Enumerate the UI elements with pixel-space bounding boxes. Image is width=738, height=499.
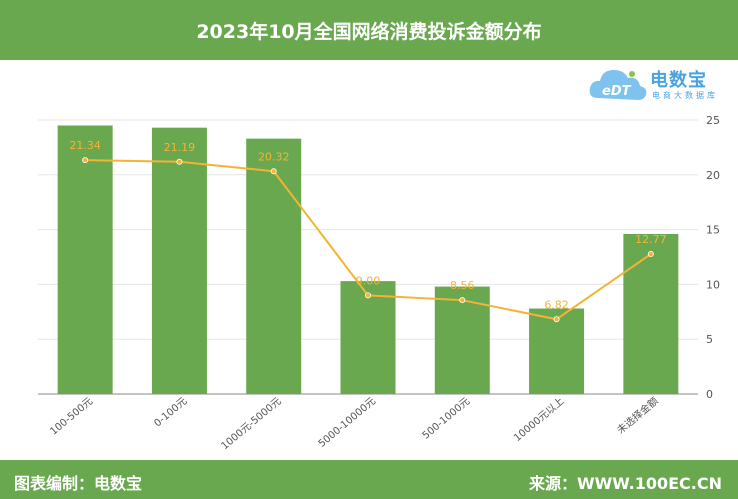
y-axis-ticks: 0 5 10 15 20 25 [706, 114, 720, 401]
x-tick-label: 5000-10000元 [317, 396, 378, 450]
y-tick-label: 0 [706, 388, 713, 401]
svg-text:eDT: eDT [602, 84, 632, 99]
data-label: 21.34 [69, 139, 101, 152]
chart-area: 21.34 21.19 20.32 9.00 8.56 6.82 12.77 0 5 10 15 2… [38, 114, 720, 452]
footer-source: 来源：WWW.100EC.CN [528, 474, 722, 493]
line-point [176, 158, 183, 165]
bars [57, 125, 679, 394]
line-point [647, 251, 654, 258]
bar [246, 138, 302, 394]
cloud-logo-icon: eDT [589, 70, 647, 100]
x-tick-label: 500-1000元 [421, 396, 473, 442]
y-tick-label: 15 [706, 224, 720, 237]
bar [340, 281, 396, 394]
line-point [82, 157, 89, 164]
y-tick-label: 10 [706, 278, 720, 291]
data-label: 20.32 [258, 150, 290, 163]
x-tick-label: 10000元以上 [511, 395, 566, 444]
data-label: 12.77 [635, 233, 667, 246]
bar [151, 127, 207, 394]
gridlines [38, 119, 698, 395]
line-point [553, 316, 560, 323]
footer-credit: 图表编制：电数宝 [14, 474, 143, 493]
x-tick-label: 0-100元 [152, 396, 189, 430]
data-label: 6.82 [544, 298, 569, 311]
x-tick-label: 未选择金额 [614, 394, 661, 436]
logo-subtitle: 电商大数据库 [652, 91, 718, 100]
line-series: 21.34 21.19 20.32 9.00 8.56 6.82 12.77 [69, 139, 667, 323]
x-tick-label: 1000元-5000元 [219, 396, 283, 452]
bar [623, 233, 679, 394]
x-tick-label: 100-500元 [48, 396, 95, 438]
line-point [364, 292, 371, 299]
logo: eDT 电数宝 电商大数据库 [588, 62, 728, 106]
data-label: 9.00 [356, 274, 381, 287]
x-axis-labels: 100-500元 0-100元 1000元-5000元 5000-10000元 500-… [48, 394, 660, 452]
chart-title-bar: 2023年10月全国网络消费投诉金额分布 [0, 0, 738, 60]
data-label: 21.19 [164, 141, 196, 154]
y-tick-label: 25 [706, 114, 720, 127]
data-label: 8.56 [450, 279, 475, 292]
y-tick-label: 5 [706, 333, 713, 346]
line-point [459, 297, 466, 304]
chart-title: 2023年10月全国网络消费投诉金额分布 [196, 20, 542, 43]
footer-bar: 图表编制：电数宝 来源：WWW.100EC.CN [0, 460, 738, 499]
bar [57, 125, 113, 394]
y-tick-label: 20 [706, 169, 720, 182]
logo-brand: 电数宝 [650, 70, 707, 91]
line-point [270, 168, 277, 175]
bar [529, 308, 585, 394]
